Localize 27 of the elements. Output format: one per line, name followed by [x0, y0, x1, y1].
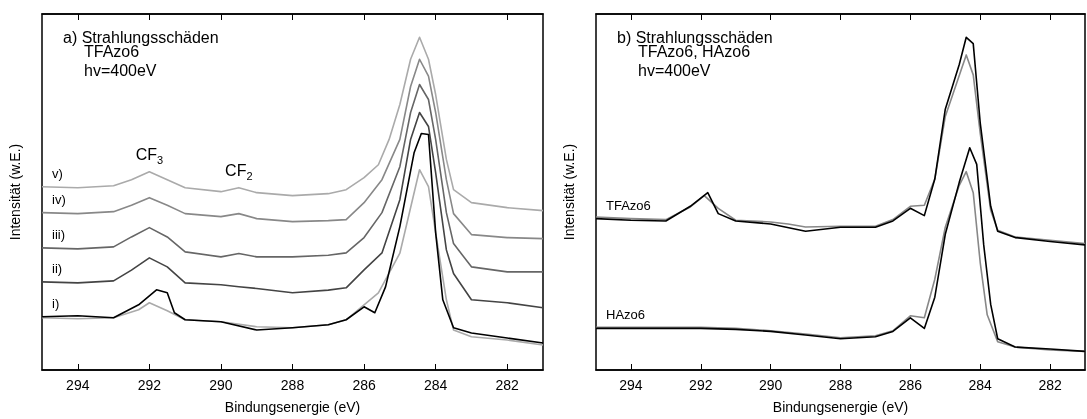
- series-label: v): [52, 165, 63, 181]
- series-label: ii): [52, 260, 63, 276]
- series-label: TFAzo6: [606, 197, 651, 213]
- y-axis-title: Intensität (w.E.): [7, 143, 23, 241]
- x-axis-title: Bindungsenergie (eV): [772, 399, 909, 415]
- x-tick-label: 292: [689, 377, 713, 393]
- x-tick-label: 288: [828, 377, 853, 393]
- x-tick-label: 286: [898, 377, 923, 393]
- annotation: hv=400eV: [84, 61, 157, 79]
- series-label: iv): [52, 191, 66, 207]
- x-tick-label: 290: [758, 377, 783, 393]
- series-label: HAzo6: [606, 307, 646, 323]
- x-tick-label: 282: [495, 377, 520, 393]
- series-label: i): [52, 295, 60, 311]
- x-tick-label: 290: [209, 377, 233, 393]
- annotation: hv=400eV: [638, 61, 711, 79]
- x-tick-label: 284: [968, 377, 993, 393]
- x-tick-label: 288: [280, 377, 305, 393]
- series-label: iii): [52, 226, 65, 242]
- x-tick-label: 286: [352, 377, 376, 393]
- x-tick-label: 294: [619, 377, 643, 393]
- x-tick-label: 294: [66, 377, 90, 393]
- x-tick-label: 292: [137, 377, 162, 393]
- y-axis-title: Intensität (w.E.): [561, 143, 577, 241]
- x-tick-label: 284: [423, 377, 448, 393]
- x-tick-label: 282: [1038, 377, 1062, 393]
- x-axis-title: Bindungsenergie (eV): [224, 399, 361, 415]
